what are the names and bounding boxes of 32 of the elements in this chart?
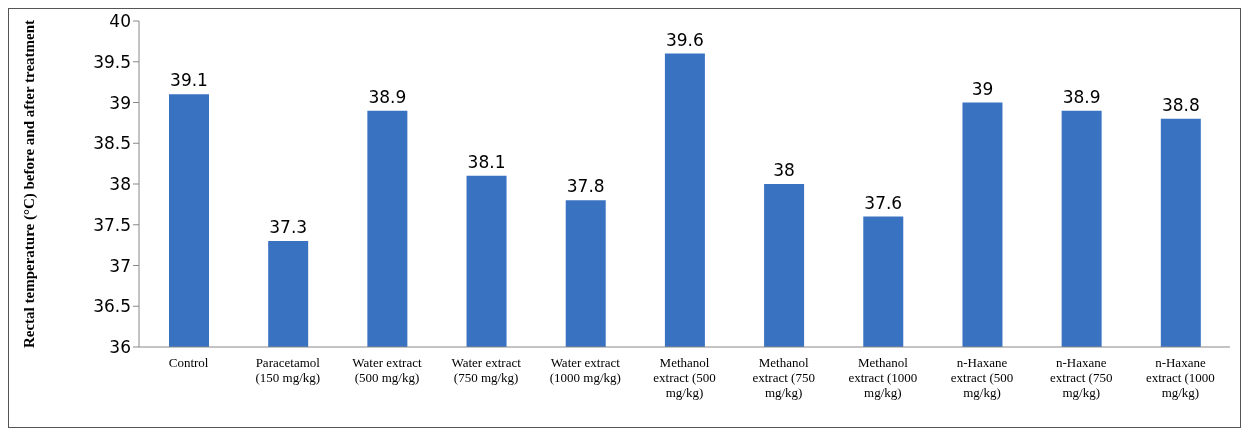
x-tick-label: Water extract (750 mg/kg) [451,355,522,385]
x-tick-label: Methanol extract (1000 mg/kg) [848,355,918,400]
y-tick-label: 37 [109,255,131,276]
x-tick-label: Water extract (500 mg/kg) [352,355,422,385]
y-tick-label: 40 [109,11,131,32]
x-tick-label: n-Haxane extract (750 mg/kg) [1050,355,1113,400]
y-tick-label: 38 [109,174,131,195]
data-label: 39 [971,78,994,99]
x-tick-label: Control [168,355,209,370]
y-tick-label: 37.5 [93,214,131,235]
data-label: 37.8 [566,176,605,197]
x-tick-label: Paracetamol (150 mg/kg) [255,355,321,385]
x-tick-label: Water extract (1000 mg/kg) [549,355,621,385]
data-label: 38.1 [467,151,506,172]
data-label: 38.8 [1161,94,1200,115]
y-tick-label: 38.5 [93,133,131,154]
data-label: 38 [773,160,795,180]
y-tick-label: 39.5 [93,51,131,72]
x-tick-label: n-Haxane extract (500 mg/kg) [950,355,1014,400]
data-label: 38.9 [1062,86,1101,107]
data-label: 39.1 [170,70,208,91]
data-label: 38.9 [368,86,407,107]
y-tick-label: 36.5 [93,296,131,317]
x-tick-label: Methanol extract (750 mg/kg) [752,355,815,400]
y-tick-label: 39 [109,92,131,113]
x-tick-label: n-Haxane extract (1000 mg/kg) [1145,355,1215,400]
data-label: 39.6 [665,29,704,50]
y-tick-label: 36 [109,337,131,358]
x-tick-label: Methanol extract (500 mg/kg) [653,355,716,400]
data-label: 37.6 [864,192,903,213]
data-label: 37.3 [269,217,308,238]
y-axis-title: Rectal temperature (°C) before and after treatment [21,19,39,349]
